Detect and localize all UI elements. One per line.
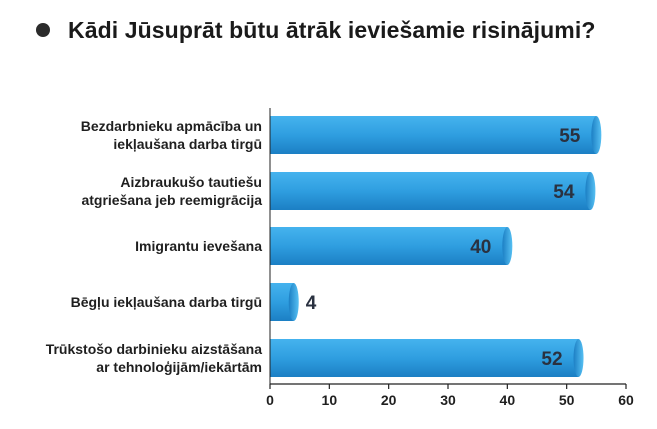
category-label: Trūkstošo darbinieku aizstāšana ar tehnol… xyxy=(46,341,263,375)
bar xyxy=(270,339,579,377)
title-row: Kādi Jūsuprāt būtu ātrāk ieviešamie risi… xyxy=(36,10,595,50)
bar-end-cap xyxy=(573,339,584,377)
bar-end-cap xyxy=(585,172,596,210)
bar-end-cap xyxy=(502,227,513,265)
x-tick-label: 0 xyxy=(266,392,274,408)
x-tick-label: 20 xyxy=(381,392,397,408)
bar-value-label: 54 xyxy=(553,182,575,203)
category-label-line: Trūkstošo darbinieku aizstāšana xyxy=(46,341,263,357)
category-label-line: ar tehnoloģijām/iekārtām xyxy=(96,359,262,375)
chart-title: Kādi Jūsuprāt būtu ātrāk ieviešamie risi… xyxy=(68,16,596,43)
bar-value-label: 52 xyxy=(541,349,562,370)
bar xyxy=(270,283,294,321)
category-label-line: Aizbraukušo tautiešu xyxy=(120,174,262,190)
x-tick-label: 30 xyxy=(440,392,456,408)
category-label-line: Imigrantu ievešana xyxy=(135,238,262,254)
category-label-line: iekļaušana darba tirgū xyxy=(113,136,262,152)
bar xyxy=(270,172,591,210)
category-label-line: Bezdarbnieku apmācība un xyxy=(81,118,262,134)
bar-value-label: 40 xyxy=(470,237,491,258)
category-label: Bezdarbnieku apmācība un iekļaušana darba… xyxy=(81,118,262,152)
category-label: Bēgļu iekļaušana darba tirgū xyxy=(71,294,262,310)
x-tick-label: 50 xyxy=(559,392,575,408)
category-label: Imigrantu ievešana xyxy=(135,238,262,254)
category-label: Aizbraukušo tautiešu atgriešana jeb reemi… xyxy=(81,174,262,208)
category-label-line: atgriešana jeb reemigrācija xyxy=(81,192,262,208)
x-tick-label: 60 xyxy=(618,392,634,408)
bar-end-cap xyxy=(288,283,299,321)
category-label-line: Bēgļu iekļaušana darba tirgū xyxy=(71,294,262,310)
x-tick-label: 10 xyxy=(322,392,338,408)
x-tick-label: 40 xyxy=(500,392,516,408)
bar xyxy=(270,116,597,154)
bar xyxy=(270,227,508,265)
bar-value-label: 55 xyxy=(559,126,581,147)
bar-value-label: 4 xyxy=(306,293,317,314)
title-bullet-icon xyxy=(36,23,50,37)
bar-end-cap xyxy=(591,116,602,154)
